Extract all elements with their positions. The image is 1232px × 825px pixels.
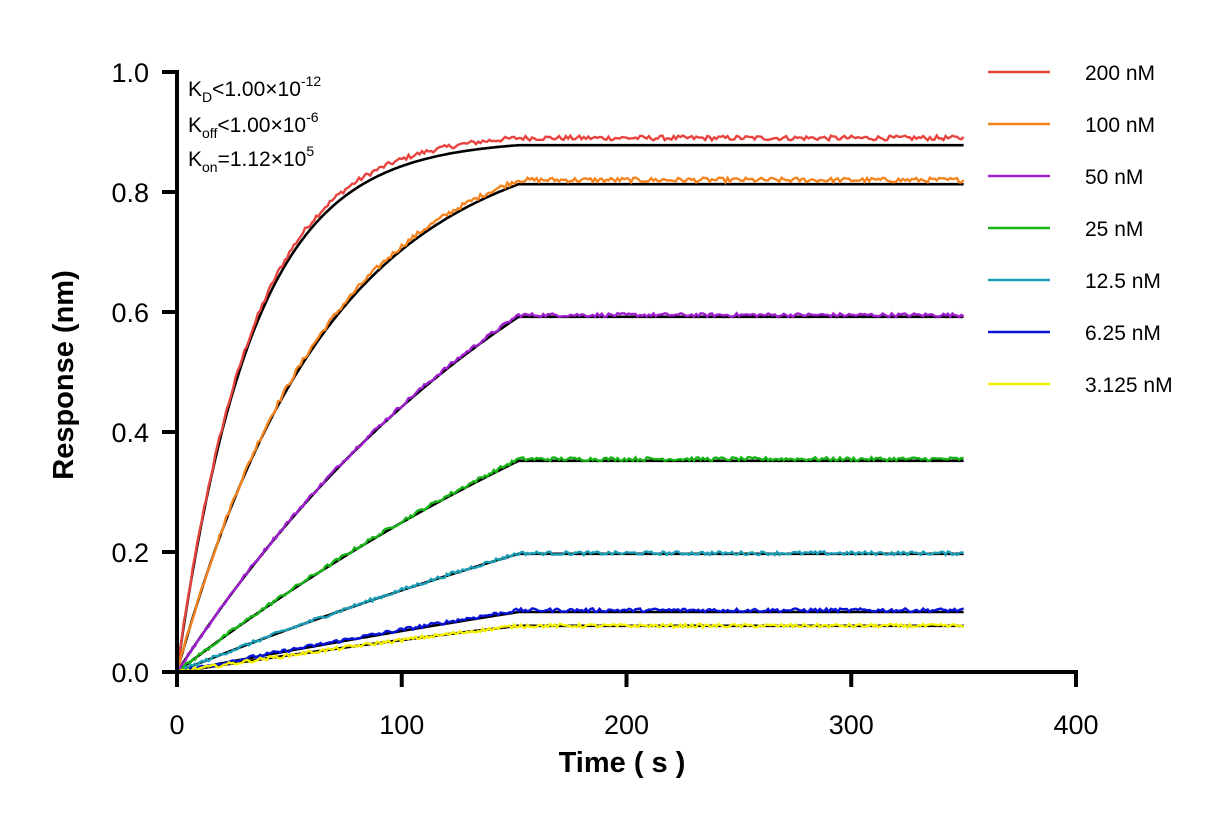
y-axis-title: Response (nm): [48, 270, 80, 479]
fit-curves: [175, 143, 964, 674]
legend-label: 200 nM: [1085, 62, 1155, 85]
x-tick-label: 0: [169, 710, 184, 740]
x-axis-title: Time ( s ): [559, 747, 686, 779]
fit-curve: [175, 143, 964, 673]
legend-label: 50 nM: [1085, 166, 1143, 189]
y-tick-label: 1.0: [111, 58, 149, 88]
fit-curve: [175, 182, 964, 673]
fit-curve: [176, 610, 964, 674]
legend-label: 12.5 nM: [1085, 270, 1161, 293]
koff-annotation: Koff<1.00×10-6: [188, 109, 319, 141]
x-ticks: 0 100 200 300 400: [169, 672, 1099, 740]
data-curve: [175, 133, 965, 673]
legend-label: 6.25 nM: [1085, 322, 1161, 345]
kd-annotation: KD<1.00×10-12: [188, 73, 321, 105]
x-tick-label: 400: [1053, 710, 1098, 740]
legend-label: 25 nM: [1085, 218, 1143, 241]
y-tick-label: 0.2: [111, 538, 149, 568]
y-tick-label: 0.8: [111, 178, 149, 208]
kon-annotation: Kon=1.12×105: [188, 143, 314, 175]
data-curve: [176, 606, 965, 674]
y-tick-label: 0.0: [111, 658, 149, 688]
fit-curve: [176, 459, 964, 674]
data-curve: [176, 311, 965, 673]
data-curve: [176, 455, 964, 674]
x-tick-label: 100: [379, 710, 424, 740]
y-tick-label: 0.6: [111, 298, 149, 328]
data-curve: [175, 175, 965, 673]
data-curves: [175, 133, 965, 674]
data-curve: [176, 622, 965, 674]
y-ticks: 0.0 0.2 0.4 0.6 0.8 1.0: [111, 58, 177, 688]
x-tick-label: 200: [604, 710, 649, 740]
legend-label: 3.125 nM: [1085, 374, 1173, 397]
x-tick-label: 300: [829, 710, 874, 740]
legend: 200 nM 100 nM 50 nM 25 nM 12.5 nM 6.25 nM 3.12…: [988, 62, 1173, 397]
data-curve: [176, 549, 964, 674]
legend-label: 100 nM: [1085, 114, 1155, 137]
y-tick-label: 0.4: [111, 418, 149, 448]
